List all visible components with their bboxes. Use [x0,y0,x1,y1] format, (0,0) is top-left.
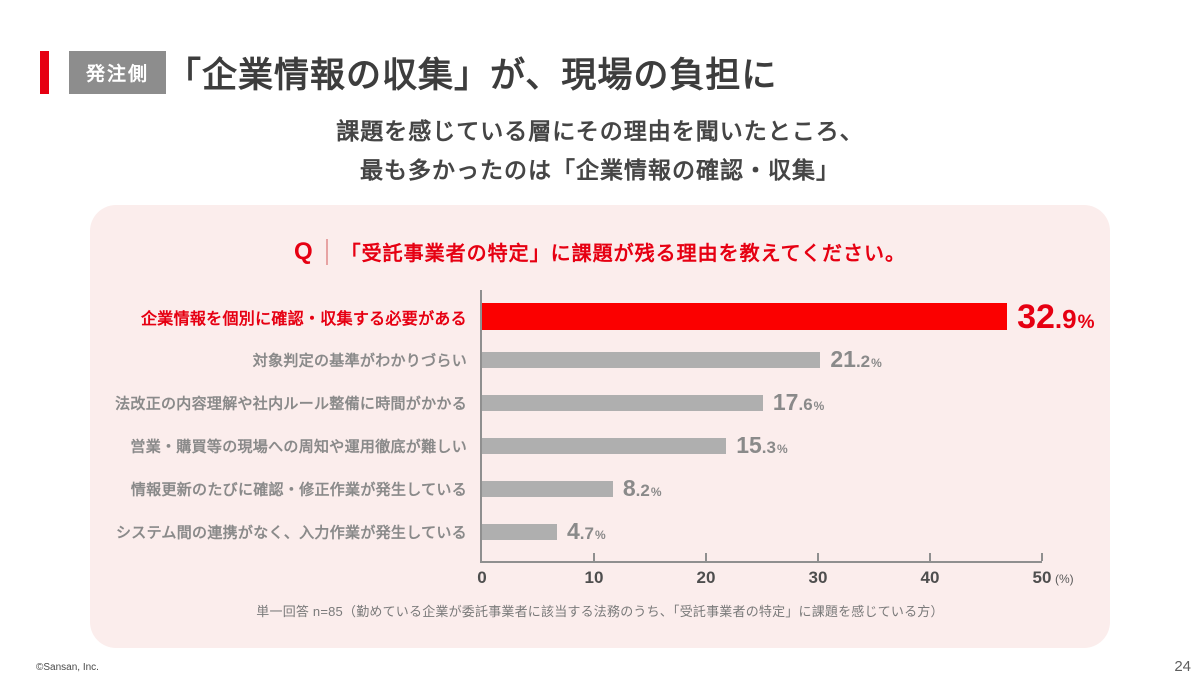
orderer-side-badge: 発注側 [69,51,167,94]
axis-tick-mark [817,553,819,561]
subtitle-line-1: 課題を感じている層にその理由を聞いたところ、 [336,118,864,144]
bar-value-label: 21.2% [830,346,882,372]
axis-tick-label: 20 [696,568,716,587]
bar-category-label: システム間の連携がなく、入力作業が発生している [115,524,467,541]
bar-category-label: 情報更新のたびに確認・修正作業が発生している [130,481,467,498]
survey-footnote: 単一回答 n=85（勤めている企業が委託事業者に該当する法務のうち、「受託事業者… [256,604,944,619]
accent-bar [40,51,49,94]
axis-tick-mark [705,553,707,561]
question-prefix: Q [293,237,313,265]
bar [482,523,557,540]
question-divider [325,238,328,265]
chart-row: 情報更新のたびに確認・修正作業が発生している 8.2% [131,467,1042,510]
axis-tick-label: 40 [920,568,940,587]
chart-row: 法改正の内容理解や社内ルール整備に時間がかかる 17.6% [115,381,1042,424]
survey-question: Q 「受託事業者の特定」に課題が残る理由を教えてください。 [130,237,1070,266]
subtitle: 課題を感じている層にその理由を聞いたところ、 最も多かったのは「企業情報の確認・… [0,112,1200,190]
bar-value-label: 32.9% [1017,297,1095,336]
bar-category-label: 企業情報を個別に確認・収集する必要がある [140,310,467,328]
axis-tick-mark [593,553,595,561]
bar [482,437,727,454]
copyright: ©Sansan, Inc. [36,662,99,673]
x-axis: 0 10 20 30 40 50 (%) [477,561,1073,591]
bar-category-label: 法改正の内容理解や社内ルール整備に時間がかかる [115,395,467,412]
survey-result-card: Q 「受託事業者の特定」に課題が残る理由を教えてください。 企業情報を個別に確認… [90,205,1110,648]
axis-tick-label: 10 [584,568,604,587]
bar-value-label: 15.3% [736,432,788,458]
axis-tick-label: 0 [477,568,487,587]
axis-tick-mark [929,553,931,561]
axis-tick-label: 50 [1032,568,1052,587]
question-text: 「受託事業者の特定」に課題が残る理由を教えてください。 [340,243,907,265]
bar-category-label: 対象判定の基準がわかりづらい [252,352,467,369]
bar-value-label: 17.6% [772,389,825,415]
horizontal-bar-chart: 企業情報を個別に確認・収集する必要がある 32.9% 対象判定の基準がわかりづらい 2… [115,290,1095,587]
bar-value-label: 4.7% [567,518,606,544]
chart-row: 営業・購買等の現場への周知や運用徹底が難しい 15.3% [130,424,1042,467]
page-title: 「企業情報の収集」が、現場の負担に [166,56,778,95]
page-number: 24 [1174,658,1191,675]
axis-unit-label: (%) [1055,572,1074,586]
axis-tick-mark [1041,553,1043,561]
chart-row: 対象判定の基準がわかりづらい 21.2% [253,338,1042,381]
slide-header: 発注側 「企業情報の収集」が、現場の負担に [40,47,777,98]
bar [482,351,821,368]
chart-row: システム間の連携がなく、入力作業が発生している 4.7% [116,510,1042,553]
bar [482,480,613,497]
bar [482,394,763,411]
chart-row: 企業情報を個別に確認・収集する必要がある 32.9% [141,295,1095,338]
bar [482,303,1008,330]
bar-value-label: 8.2% [622,475,662,501]
subtitle-line-2: 最も多かったのは「企業情報の確認・収集」 [360,157,840,183]
bar-category-label: 営業・購買等の現場への周知や運用徹底が難しい [130,438,467,455]
axis-tick-label: 30 [808,568,828,587]
